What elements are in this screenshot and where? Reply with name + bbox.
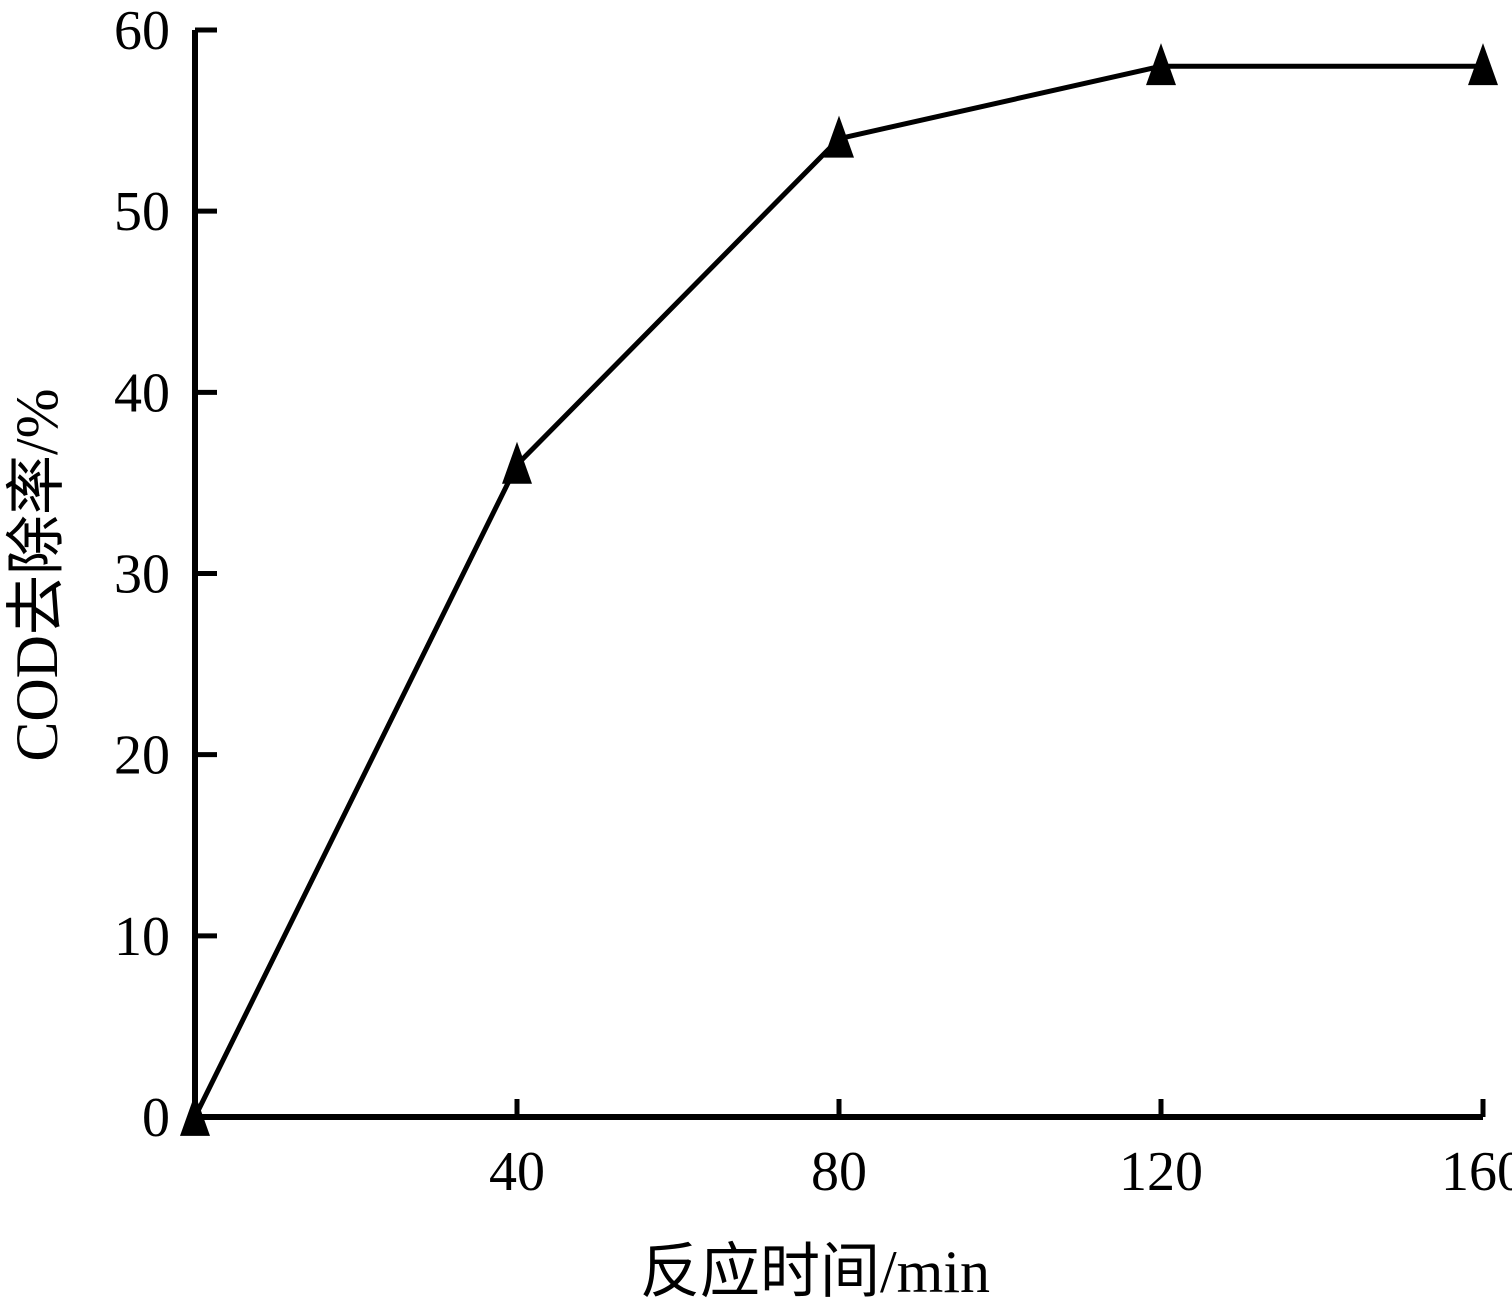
y-tick-label-3: 30 <box>114 544 170 606</box>
x-tick-label-2: 120 <box>1119 1141 1203 1203</box>
x-axis-title: 反应时间/min <box>640 1239 990 1299</box>
x-tick-label-3: 160 <box>1441 1141 1512 1203</box>
y-tick-label-0: 0 <box>142 1087 170 1149</box>
data-point-0-1 <box>502 441 532 484</box>
y-axis-title: COD去除率/% <box>4 388 70 761</box>
axes <box>192 30 1483 1120</box>
y-tick-label-6: 60 <box>114 0 170 62</box>
x-tick-label-1: 80 <box>811 1141 867 1203</box>
data-point-0-0 <box>180 1093 210 1136</box>
series <box>180 43 1498 1136</box>
series-line-0 <box>192 63 1483 1119</box>
y-tick-label-5: 50 <box>114 181 170 243</box>
x-tick-label-0: 40 <box>489 1141 545 1203</box>
data-point-0-3 <box>1146 43 1176 86</box>
y-tick-label-1: 10 <box>114 906 170 968</box>
y-tick-label-4: 40 <box>114 362 170 424</box>
y-tick-label-2: 20 <box>114 725 170 787</box>
y-ticks: 0 10 20 30 40 50 60 <box>114 0 217 1149</box>
x-ticks: 40 80 120 160 <box>489 1099 1512 1203</box>
data-point-0-4 <box>1468 43 1498 86</box>
data-point-0-2 <box>824 115 854 158</box>
